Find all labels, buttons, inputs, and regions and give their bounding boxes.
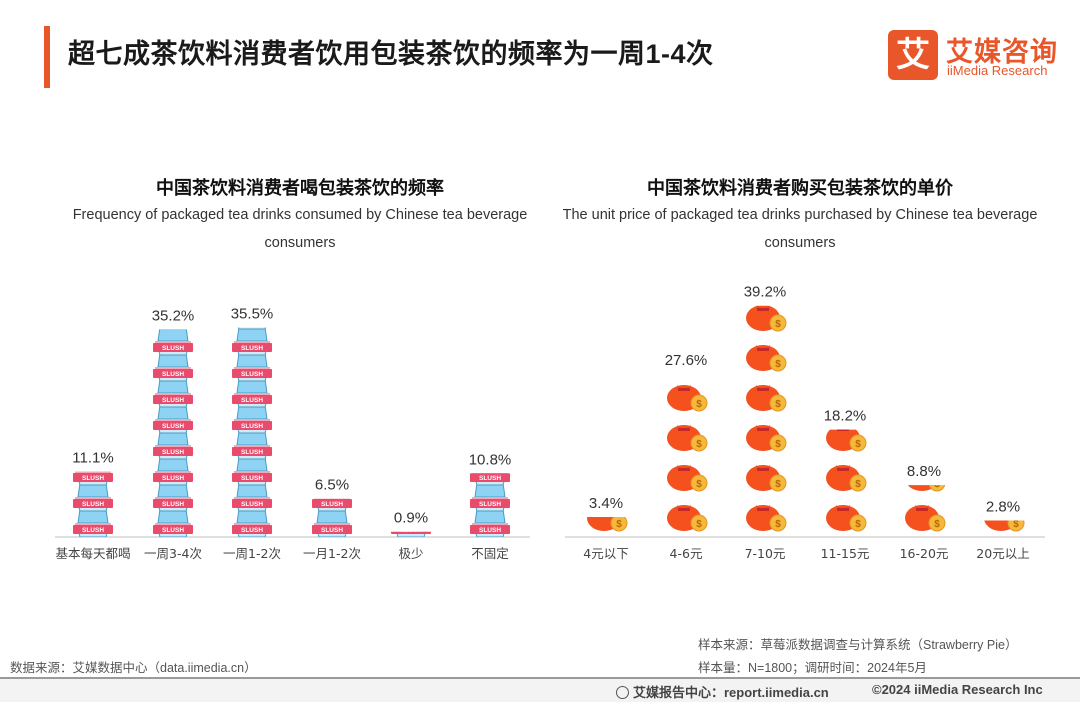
price-value-label-0: 3.4% <box>589 495 623 512</box>
slush-cup-icon <box>231 508 273 537</box>
freq-category-label-1: 一周3-4次 <box>144 546 202 561</box>
slush-cup-icon <box>152 352 194 382</box>
money-bag-icon <box>745 344 787 372</box>
right-chart-title: 中国茶饮料消费者购买包装茶饮的单价 <box>647 178 953 198</box>
freq-value-label-0: 11.1% <box>72 450 113 467</box>
money-bag-icon <box>666 424 708 452</box>
globe-icon <box>616 686 629 699</box>
slush-cup-icon <box>231 430 273 460</box>
left-chart-subtitle: Frequency of packaged tea drinks consume… <box>72 207 528 251</box>
slush-cup-icon <box>152 404 194 434</box>
page-title: 超七成茶饮料消费者饮用包装茶饮的频率为一周1-4次 <box>68 39 714 69</box>
slush-cup-icon <box>72 482 114 512</box>
slush-cup-icon <box>231 456 273 486</box>
footer-divider <box>0 677 1080 679</box>
money-bag-icon <box>825 464 867 492</box>
money-bag-icon <box>745 384 787 412</box>
iimedia-logo[interactable]: 艾 艾媒咨询 iiMedia Research <box>888 30 1058 82</box>
price-category-label-2: 7-10元 <box>745 546 786 561</box>
footer-bar <box>0 679 1080 702</box>
slush-cup-icon <box>152 430 194 460</box>
sample-source: 样本来源：草莓派数据调查与计算系统（Strawberry Pie） <box>698 638 1018 652</box>
freq-bar-0 <box>72 471 114 538</box>
price-value-label-4: 8.8% <box>907 463 941 480</box>
slush-cup-icon <box>231 404 273 434</box>
money-bag-icon <box>666 504 708 532</box>
freq-bar-2 <box>231 327 273 537</box>
freq-value-label-5: 10.8% <box>469 451 512 468</box>
report-site-link[interactable]: 艾媒报告中心：report.iimedia.cn <box>616 682 829 701</box>
price-category-label-3: 11-15元 <box>821 546 870 561</box>
freq-bar-1 <box>152 329 194 537</box>
freq-category-label-3: 一月1-2次 <box>303 546 361 561</box>
price-category-label-1: 4-6元 <box>670 546 703 561</box>
logo-cn-text: 艾媒咨询 <box>946 37 1058 67</box>
slush-cup-icon <box>231 378 273 408</box>
title-accent-bar <box>44 26 50 88</box>
slush-cup-icon <box>152 329 194 356</box>
slush-cup-icon <box>469 482 511 512</box>
price-value-label-2: 39.2% <box>744 284 787 301</box>
slush-cup-icon <box>311 508 353 537</box>
logo-mark: 艾 <box>888 30 938 80</box>
freq-value-label-1: 35.2% <box>152 307 195 324</box>
money-bag-icon <box>666 464 708 492</box>
slush-cup-icon <box>231 482 273 512</box>
report-site-text: 艾媒报告中心：report.iimedia.cn <box>633 685 829 700</box>
slush-cup-icon <box>152 456 194 486</box>
price-value-label-5: 2.8% <box>986 498 1020 515</box>
money-bag-icon <box>745 305 787 332</box>
freq-value-label-2: 35.5% <box>231 306 274 323</box>
left-chart-title: 中国茶饮料消费者喝包装茶饮的频率 <box>156 178 444 198</box>
freq-category-label-0: 基本每天都喝 <box>55 546 130 561</box>
price-category-label-0: 4元以下 <box>583 546 628 561</box>
data-source: 数据来源：艾媒数据中心（data.iimedia.cn） <box>10 661 257 675</box>
money-bag-icon <box>745 504 787 532</box>
money-bag-icon <box>666 384 708 412</box>
money-bag-icon <box>745 424 787 452</box>
money-bag-icon <box>825 429 867 452</box>
slush-cup-icon <box>469 508 511 537</box>
freq-category-label-2: 一周1-2次 <box>223 546 281 561</box>
price-value-label-3: 18.2% <box>824 408 867 425</box>
slush-cup-icon <box>152 482 194 512</box>
slush-cup-icon <box>152 508 194 537</box>
freq-category-label-4: 极少 <box>398 546 423 561</box>
slush-cup-icon <box>231 352 273 382</box>
price-bar-1 <box>666 384 708 532</box>
price-value-label-1: 27.6% <box>665 352 708 369</box>
price-category-label-5: 20元以上 <box>976 546 1029 561</box>
slush-cup-icon <box>231 327 273 356</box>
sample-info: 样本量：N=1800；调研时间：2024年5月 <box>698 661 927 675</box>
freq-value-label-3: 6.5% <box>315 477 349 494</box>
slush-cup-icon <box>152 378 194 408</box>
slush-cup-icon <box>72 508 114 538</box>
freq-category-label-5: 不固定 <box>471 546 509 561</box>
price-bar-2 <box>745 305 787 532</box>
freq-value-label-4: 0.9% <box>394 510 428 527</box>
logo-en-text: iiMedia Research <box>947 63 1048 78</box>
copyright: ©2024 iiMedia Research Inc <box>872 682 1043 697</box>
money-bag-icon <box>745 464 787 492</box>
money-bag-icon <box>825 504 867 532</box>
freq-bar-5 <box>469 473 511 537</box>
money-bag-icon <box>904 504 946 532</box>
right-chart-subtitle: The unit price of packaged tea drinks pu… <box>562 207 1038 251</box>
price-category-label-4: 16-20元 <box>900 546 949 561</box>
